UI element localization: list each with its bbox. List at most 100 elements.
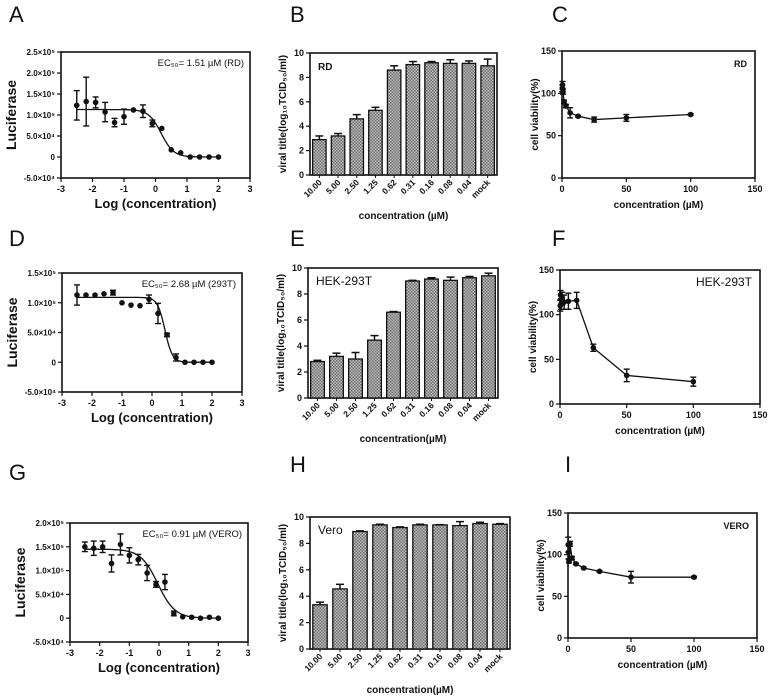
data-point — [101, 291, 107, 297]
data-point — [591, 116, 597, 123]
y-tick-label: -5.0×10⁴ — [25, 388, 56, 397]
data-point — [171, 610, 177, 617]
x-tick-label: 1.25 — [361, 177, 380, 196]
y-tick-label: 0 — [299, 170, 304, 180]
x-tick-label: 150 — [752, 410, 767, 420]
bar — [461, 62, 477, 176]
data-point — [196, 154, 203, 160]
bar — [492, 523, 508, 650]
plot-frame — [309, 52, 498, 176]
x-tick-label: 50 — [622, 410, 632, 420]
y-tick-label: 8 — [299, 72, 304, 82]
data-point — [82, 544, 88, 550]
x-tick-label: 1 — [179, 398, 184, 408]
plot-frame — [561, 50, 756, 179]
x-tick-label: 0.08 — [436, 400, 455, 419]
y-tick-label: 50 — [546, 131, 556, 141]
bar — [472, 522, 488, 650]
data-point — [162, 579, 168, 585]
data-point — [177, 150, 184, 156]
data-point — [121, 113, 127, 120]
data-point — [580, 565, 587, 571]
bar — [432, 524, 448, 650]
data-point — [691, 574, 697, 580]
x-tick-label: 10.00 — [302, 651, 324, 673]
x-tick-label: 0.31 — [398, 177, 417, 196]
data-point — [561, 299, 567, 305]
x-tick-label: -2 — [88, 398, 96, 408]
data-point — [197, 615, 204, 621]
data-point — [99, 544, 106, 550]
bar — [480, 65, 496, 176]
y-tick-label: 0 — [299, 644, 304, 654]
y-tick-label: 5.0×10⁴ — [27, 329, 56, 338]
plot-frame — [309, 516, 511, 650]
x-tick-label: 0.08 — [446, 651, 465, 670]
bar — [332, 588, 348, 650]
data-point — [573, 561, 579, 567]
y-tick-label: 2.0×10⁵ — [36, 519, 65, 528]
ec50-annotation: EC₅₀= 2.68 µM (293T) — [142, 279, 236, 290]
bar — [349, 118, 365, 176]
y-axis-label: viral title(log₁₀TCID₅₀/ml) — [278, 55, 289, 173]
y-tick-label: 10 — [294, 512, 304, 522]
data-point — [567, 541, 573, 547]
panel-label-d: D — [9, 226, 25, 251]
data-point — [83, 98, 89, 105]
data-point — [182, 359, 188, 366]
x-tick-label: 0.08 — [436, 177, 455, 196]
y-tick-label: 4 — [297, 341, 302, 351]
x-tick-label: -1 — [118, 398, 126, 408]
data-point — [623, 372, 630, 379]
x-tick-label: 1.25 — [360, 400, 379, 419]
bar — [312, 604, 328, 650]
chart-c: 0 50 100 150 cell viability(%) RD 0 50 100 150 con… — [530, 46, 763, 211]
chart-e: 0 2 4 6 8 10 viral title(log₁₀TCID₅₀/ml) HEK-29… — [276, 263, 499, 445]
x-tick-label: -2 — [96, 648, 104, 658]
fit-curve — [76, 108, 219, 158]
x-tick-label: -3 — [66, 648, 74, 658]
data-point — [206, 154, 212, 160]
y-tick-label: 0 — [60, 614, 65, 623]
panel-label-f: F — [552, 226, 566, 251]
x-tick-label: 1.25 — [366, 651, 385, 670]
x-tick-label: 0.31 — [406, 651, 425, 670]
data-point — [215, 615, 222, 621]
x-tick-label: 50 — [626, 644, 636, 654]
plot-frame — [567, 512, 758, 639]
data-point — [628, 574, 634, 580]
chart-d: -5.0×10⁴ 0 5.0×10⁴ 1.0×10⁵ 1.5×10⁵ Luciferase… — [4, 269, 245, 425]
bar — [348, 358, 363, 399]
y-axis-label: Luciferase — [4, 297, 20, 367]
y-tick-label: 2.5×10⁵ — [27, 48, 56, 57]
bar — [442, 62, 458, 176]
y-tick-label: 100 — [539, 310, 554, 320]
data-point — [130, 107, 137, 113]
x-tick-label: 0.16 — [417, 177, 436, 196]
bar — [310, 360, 325, 399]
bar — [330, 135, 346, 176]
chart-b: 0 2 4 6 8 10 viral title(log₁₀TCID₅₀/ml) RD 10.0… — [278, 48, 498, 222]
y-tick-label: 4 — [299, 121, 304, 131]
fit-curve — [84, 548, 219, 619]
cell-line-annotation: VERO — [723, 521, 749, 531]
data-point — [565, 549, 572, 555]
bar — [392, 526, 408, 650]
data-point — [188, 614, 195, 621]
y-tick-label: 1.5×10⁵ — [27, 90, 56, 99]
bar — [329, 355, 344, 399]
x-tick-label: 0 — [557, 410, 562, 420]
x-axis-label: Log (concentration) — [91, 410, 213, 425]
data-point — [164, 332, 170, 338]
ec50-annotation: EC₅₀= 1.51 µM (RD) — [158, 58, 244, 69]
x-tick-label: 2 — [216, 648, 221, 658]
bar — [412, 524, 428, 650]
y-tick-label: 8 — [297, 289, 302, 299]
data-point — [173, 354, 179, 361]
data-point — [117, 541, 124, 548]
y-tick-label: 2.0×10⁵ — [27, 69, 56, 78]
y-tick-label: 100 — [541, 88, 556, 98]
y-tick-label: 10 — [294, 48, 304, 58]
